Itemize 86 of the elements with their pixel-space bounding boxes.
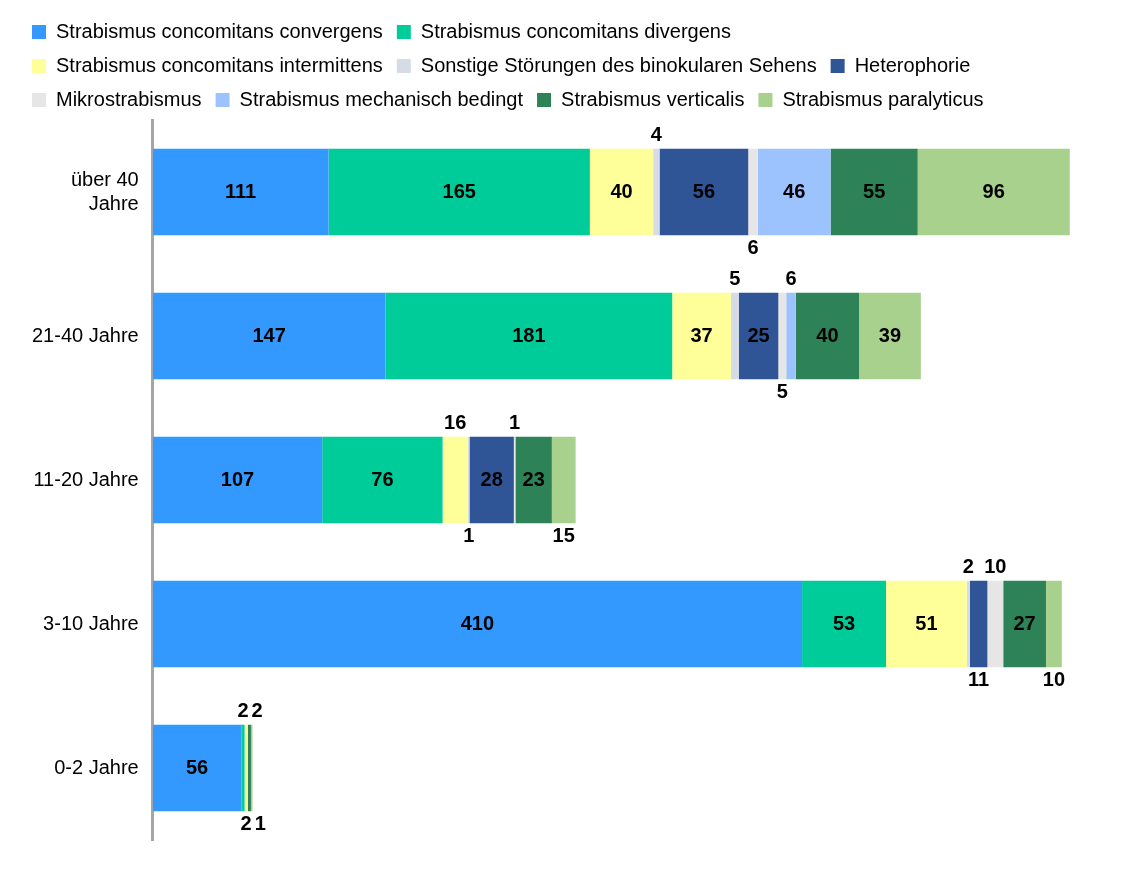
legend-label: Sonstige Störungen des binokularen Sehens <box>420 53 817 76</box>
data-label: 2 <box>251 699 263 722</box>
bar <box>859 292 921 380</box>
bar <box>969 580 988 668</box>
bar <box>966 580 970 668</box>
bar <box>152 436 323 524</box>
legend-label: Strabismus concomitans intermittens <box>56 53 383 76</box>
bar <box>1003 580 1046 668</box>
data-label: 410 <box>460 611 495 634</box>
data-label: 27 <box>1013 611 1036 634</box>
data-label: 37 <box>690 323 713 346</box>
bar <box>917 148 1070 236</box>
bar <box>442 436 468 524</box>
data-label: 4 <box>650 123 663 146</box>
bar <box>830 148 918 236</box>
data-label: 1 <box>509 411 521 434</box>
data-label: 16 <box>444 411 467 434</box>
data-label: 40 <box>816 323 839 346</box>
bar <box>795 292 860 380</box>
bar <box>730 292 739 380</box>
data-label: 55 <box>863 179 886 202</box>
data-label: 5 <box>729 267 741 290</box>
data-label: 25 <box>747 323 770 346</box>
data-label: 40 <box>610 179 633 202</box>
y-tick-label: 3-10 Jahre <box>43 611 139 634</box>
data-label: 56 <box>185 755 209 778</box>
legend-label: Strabismus mechanisch bedingt <box>239 87 524 110</box>
bar <box>653 148 660 236</box>
data-label: 181 <box>512 323 546 346</box>
data-label: 2 <box>240 811 252 834</box>
data-label: 46 <box>783 179 806 202</box>
bar <box>152 724 242 812</box>
data-label: 10 <box>984 555 1007 578</box>
bar <box>802 580 887 668</box>
bar <box>469 436 514 524</box>
data-label: 111 <box>225 179 257 202</box>
bar <box>757 148 831 236</box>
data-label: 165 <box>442 179 476 202</box>
data-label: 23 <box>522 467 545 490</box>
bar <box>886 580 967 668</box>
data-label: 53 <box>832 611 856 634</box>
data-label: 6 <box>747 235 759 258</box>
bar <box>659 148 749 236</box>
bar <box>322 436 443 524</box>
legend-label: Strabismus concomitans divergens <box>420 19 731 42</box>
data-label: 1 <box>463 523 475 546</box>
data-label: 56 <box>692 179 716 202</box>
bar <box>152 292 386 380</box>
bar <box>328 148 590 236</box>
bar <box>152 580 803 668</box>
legend-label: Strabismus verticalis <box>561 87 745 110</box>
bar <box>748 148 758 236</box>
data-label: 5 <box>776 379 788 402</box>
bar <box>551 436 576 524</box>
data-label: 39 <box>878 323 902 346</box>
legend-label: Mikrostrabismus <box>56 87 202 110</box>
data-label: 28 <box>480 467 503 490</box>
data-label: 1 <box>254 811 266 834</box>
data-label: 15 <box>552 523 575 546</box>
legend-label: Strabismus paralyticus <box>782 87 984 110</box>
data-label: 6 <box>785 267 797 290</box>
bar <box>589 148 654 236</box>
y-tick-label: 21-40 Jahre <box>31 323 139 346</box>
data-label: 147 <box>252 323 286 346</box>
data-label: 11 <box>968 667 990 690</box>
data-label: 10 <box>1042 667 1066 690</box>
bar <box>987 580 1004 668</box>
legend-label: Heterophorie <box>854 53 971 76</box>
y-tick-label: 11-20 Jahre <box>33 467 139 490</box>
data-label: 76 <box>371 467 394 490</box>
bar <box>152 148 329 236</box>
data-label: 2 <box>237 699 249 722</box>
bar <box>738 292 779 380</box>
bar <box>778 292 787 380</box>
data-label: 51 <box>915 611 938 634</box>
data-label: 96 <box>982 179 1005 202</box>
bar <box>786 292 796 380</box>
bar <box>385 292 673 380</box>
bar <box>515 436 552 524</box>
data-label: 2 <box>962 555 974 578</box>
bar <box>1045 580 1062 668</box>
y-tick-label: 0-2 Jahre <box>54 755 139 778</box>
bar <box>672 292 731 380</box>
legend-label: Strabismus concomitans convergens <box>56 19 383 42</box>
y-tick-label: über 40 Jahre <box>70 167 139 214</box>
data-label: 107 <box>220 467 255 490</box>
